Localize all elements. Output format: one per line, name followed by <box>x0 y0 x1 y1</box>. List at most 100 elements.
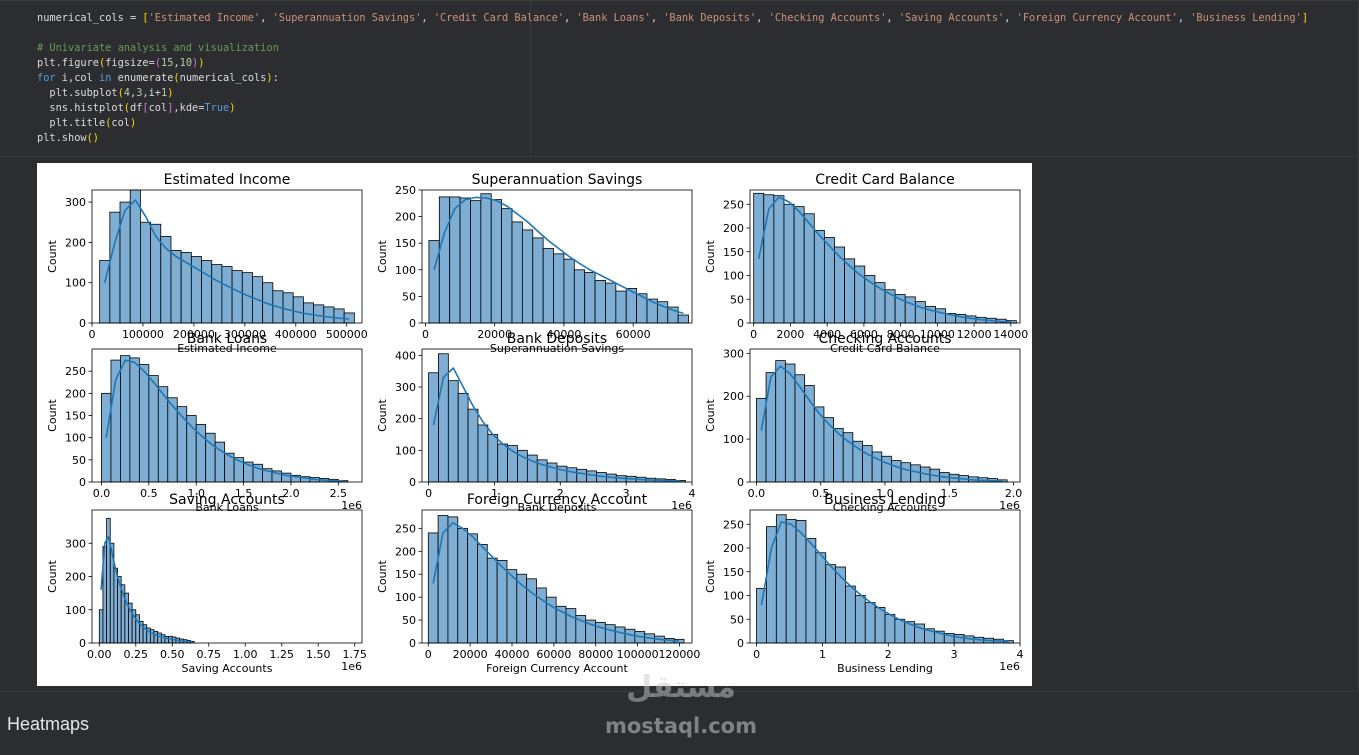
histogram-bar <box>854 595 866 644</box>
y-tick-label: 0 <box>409 476 416 489</box>
y-tick-label: 250 <box>395 184 416 197</box>
y-tick-label: 400 <box>395 349 416 362</box>
histogram-bar <box>477 543 488 644</box>
histogram-bar <box>490 199 503 324</box>
histogram-bar <box>447 380 459 483</box>
code-fn: plt.figure <box>37 57 99 69</box>
x-tick-label: 8000 <box>887 328 915 341</box>
x-tick-label: 1 <box>819 648 826 661</box>
histogram-bar <box>765 372 777 483</box>
y-tick-label: 100 <box>395 444 416 457</box>
chart-title: Checking Accounts <box>819 331 952 347</box>
histogram-bar <box>795 520 807 644</box>
histogram-bar <box>511 221 523 324</box>
code-editor[interactable]: numerical_cols = ['Estimated Income', 'S… <box>0 1 1359 157</box>
histogram-bar <box>211 264 223 324</box>
y-tick-label: 0 <box>409 317 416 330</box>
code-string: 'Credit Card Balance' <box>433 12 564 24</box>
code-arg: numerical_cols <box>179 72 267 84</box>
histogram-panel: 0 100 200 300 0.00 0.25 0.50 0.75 1.00 1.25 1.50 1.… <box>46 492 367 675</box>
axis-exponent-label: 1e6 <box>341 499 362 512</box>
y-tick-label: 100 <box>65 432 86 445</box>
histogram-bar <box>138 364 150 483</box>
histogram-bar <box>157 632 162 644</box>
histogram-bar <box>487 434 499 483</box>
kde-curve <box>432 367 681 482</box>
kde-curve <box>432 521 680 642</box>
histogram-bar <box>447 516 459 644</box>
histogram-bar <box>526 578 537 644</box>
x-tick-label: 6000 <box>850 328 878 341</box>
x-tick-label: 80000 <box>578 648 613 661</box>
axes-frame <box>421 189 693 324</box>
histogram-bar <box>803 213 815 324</box>
histogram-bar <box>766 526 777 644</box>
code-num: 10 <box>179 57 193 69</box>
histogram-bar <box>894 618 906 644</box>
histogram-bar <box>139 221 151 324</box>
histogram-bar <box>459 197 471 324</box>
y-tick-label: 50 <box>72 454 86 467</box>
x-tick-label: 4000 <box>813 328 841 341</box>
code-string: 'Business Lending' <box>1190 12 1302 24</box>
histogram-bar <box>176 406 188 483</box>
x-tick-label: 2.0 <box>282 487 300 500</box>
histogram-bar <box>313 304 325 324</box>
y-axis-label: Count <box>704 559 717 592</box>
histogram-bar <box>881 455 892 483</box>
code-num: 15 <box>161 57 174 69</box>
code-keyword: in <box>99 72 112 84</box>
x-tick-label: 0.50 <box>160 648 185 661</box>
histogram-bar <box>835 566 846 644</box>
y-tick-label: 150 <box>395 568 416 581</box>
histogram-bar <box>904 296 916 324</box>
histogram-bar <box>573 269 586 324</box>
histogram-bar <box>497 443 509 483</box>
histogram-bar <box>784 363 796 483</box>
code-fn: sns.histplot <box>37 102 124 114</box>
x-tick-label: 2.5 <box>330 487 348 500</box>
histogram-bar <box>900 462 912 483</box>
histogram-bar <box>614 626 626 644</box>
x-tick-label: 0 <box>753 648 760 661</box>
histogram-bar <box>231 270 243 324</box>
code-line-1: numerical_cols = ['Estimated Income', 'S… <box>37 12 1309 24</box>
chart-title: Bank Deposits <box>507 331 607 347</box>
x-tick-label: 1 <box>491 487 498 500</box>
y-tick-label: 0 <box>79 476 86 489</box>
notebook-cell[interactable]: numerical_cols = ['Estimated Income', 'S… <box>0 0 1359 692</box>
axes-frame <box>749 509 1021 644</box>
histogram-bar <box>594 280 606 324</box>
histogram-bar <box>467 408 479 483</box>
y-tick-label: 0 <box>79 637 86 650</box>
histogram-bar <box>785 519 797 644</box>
x-tick-label: 500000 <box>326 328 368 341</box>
histogram-bar <box>914 301 926 324</box>
x-tick-label: 3 <box>623 487 630 500</box>
x-tick-label: 0 <box>89 328 96 341</box>
histogram-bar <box>150 223 162 324</box>
code-fn: plt.title <box>37 117 106 129</box>
x-tick-label: 40000 <box>546 328 581 341</box>
histogram-bar <box>910 464 921 483</box>
histogram-bar <box>834 246 845 324</box>
x-tick-label: 1.00 <box>233 648 257 661</box>
histogram-bar <box>148 375 159 483</box>
y-tick-label: 300 <box>65 196 86 209</box>
histogram-bar <box>677 314 689 324</box>
histogram-bar <box>521 229 534 324</box>
x-tick-label: 1.75 <box>342 648 367 661</box>
editor-ruler <box>530 1 531 156</box>
chart-title: Estimated Income <box>164 172 291 188</box>
axis-exponent-label: 1e6 <box>671 499 692 512</box>
x-tick-label: 200000 <box>173 328 215 341</box>
histogram-bar <box>477 424 489 483</box>
x-tick-label: 0.0 <box>748 487 766 500</box>
histogram-bar <box>486 557 498 644</box>
code-bracket: [ <box>142 12 149 24</box>
code-keyword: for <box>37 72 56 84</box>
code-line-histplot: sns.histplot(df[col],kde=True) <box>37 102 236 114</box>
histogram-bar <box>615 290 627 324</box>
histogram-bar <box>98 609 104 644</box>
